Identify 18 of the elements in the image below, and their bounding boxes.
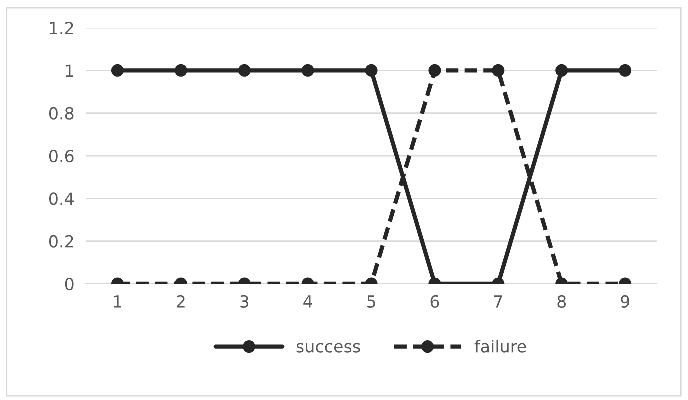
- x-tick-label: 6: [430, 295, 440, 308]
- x-tick-label: 1: [114, 296, 122, 308]
- x-tick-label: 9: [621, 295, 630, 308]
- x-tick-label: 8: [558, 295, 566, 308]
- y-tick-label: 0.8: [49, 107, 74, 120]
- x-tick-label: 2: [177, 295, 185, 308]
- y-tick-label: 0.6: [49, 150, 74, 163]
- y-tick-label: 1: [66, 64, 74, 77]
- x-tick-label: 3: [240, 295, 249, 308]
- legend-label: success: [296, 343, 360, 353]
- y-tick-label: 0.4: [49, 192, 74, 206]
- legend-label: failure: [474, 340, 526, 353]
- x-tick-label: 5: [368, 296, 376, 308]
- y-tick-label: 0.2: [49, 235, 74, 248]
- y-tick-label: 1.2: [50, 22, 74, 34]
- x-tick-label: 7: [494, 296, 502, 308]
- y-tick-label: 0: [65, 278, 74, 291]
- x-tick-label: 4: [304, 296, 312, 308]
